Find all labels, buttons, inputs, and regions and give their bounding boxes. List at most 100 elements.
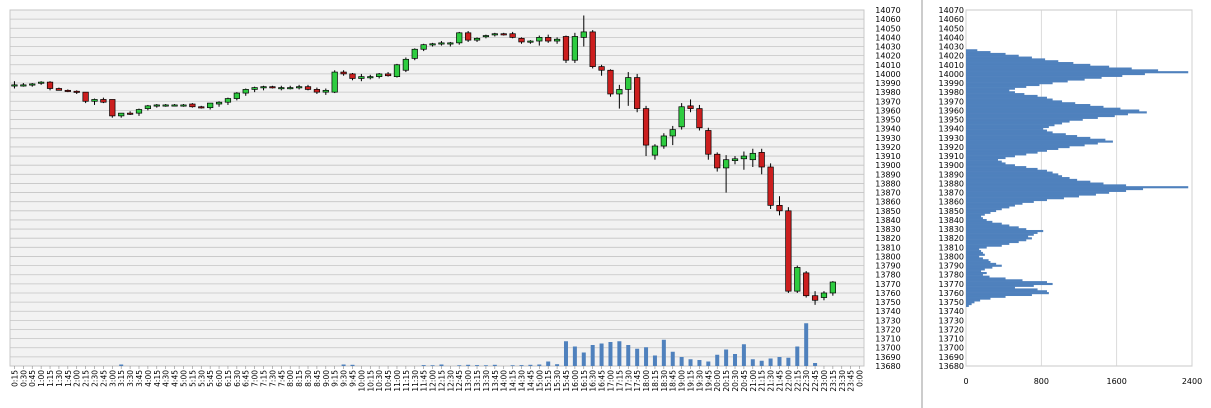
volume-bar: [590, 345, 595, 366]
profile-bar: [966, 167, 1038, 171]
volume-bar: [679, 357, 684, 366]
profile-volume-ticks: 0 800 1600 2400: [963, 377, 1202, 386]
profile-price-label: 13930: [939, 134, 964, 143]
candle-body-up: [482, 35, 490, 38]
candle: [527, 40, 534, 44]
price-tick-label: 13860: [875, 198, 900, 207]
candle-body-up: [278, 87, 285, 90]
time-tick-label: 10:30: [375, 370, 384, 392]
candle-body-down: [509, 33, 516, 38]
profile-bar: [966, 281, 1047, 284]
profile-bar: [966, 166, 1027, 169]
profile-bar: [966, 297, 991, 300]
candle-body-down: [776, 204, 783, 212]
volume-bar: [528, 364, 533, 366]
profile-bar: [966, 215, 982, 218]
profile-price-label: 14050: [939, 24, 964, 33]
profile-bar: [966, 65, 1110, 68]
time-tick-label: 9:00: [322, 370, 331, 387]
profile-bar: [966, 235, 1029, 238]
profile-price-label: 13680: [939, 362, 964, 371]
profile-bar: [966, 114, 1115, 118]
price-tick-label: 13890: [875, 170, 900, 179]
profile-price-label: 14030: [939, 43, 964, 52]
profile-bar: [966, 131, 1053, 134]
candle: [384, 72, 392, 77]
profile-bar: [966, 146, 1070, 149]
time-tick-label: 17:15: [615, 370, 624, 392]
profile-volume-label: 0: [963, 377, 968, 386]
price-tick-label: 13710: [875, 335, 900, 344]
price-tick-label: 13680: [875, 362, 900, 371]
profile-bar: [966, 94, 1038, 98]
time-tick-label: 19:15: [687, 370, 696, 392]
profile-bar: [966, 288, 1038, 291]
time-tick-label: 19:00: [678, 370, 687, 392]
candle: [429, 42, 436, 47]
time-tick-label: 15:15: [544, 370, 553, 392]
volume-bar: [813, 363, 818, 366]
candle-body-down: [687, 105, 694, 109]
candle-body-up: [553, 38, 561, 42]
time-tick-label: 19:30: [695, 370, 704, 392]
candle: [634, 73, 641, 113]
volume-bar: [466, 364, 471, 366]
profile-bar: [966, 83, 1040, 87]
candle-body-up: [660, 135, 667, 147]
candle: [465, 30, 472, 42]
profile-bar: [966, 293, 1032, 297]
profile-bar: [966, 177, 1070, 180]
profile-bar: [966, 257, 983, 260]
time-tick-label: 15:45: [562, 370, 571, 392]
candle-body-up: [215, 101, 223, 105]
candle: [456, 31, 463, 45]
candle: [545, 34, 552, 43]
candle: [616, 84, 623, 109]
candle-body-down: [189, 103, 196, 108]
candle: [687, 99, 694, 113]
candle-body-down: [598, 66, 605, 71]
candle-body-up: [358, 76, 365, 79]
profile-bar: [966, 268, 985, 271]
price-gridlines: [10, 9, 864, 367]
volume-bar: [430, 365, 435, 366]
price-tick-label: 13700: [875, 344, 900, 353]
time-tick-label: 17:30: [624, 370, 633, 392]
time-tick-label: 7:30: [268, 370, 277, 387]
profile-price-label: 13730: [939, 316, 964, 325]
time-tick-label: 10:45: [384, 370, 393, 392]
candle-body-up: [376, 73, 383, 77]
profile-price-label: 13840: [939, 216, 964, 225]
candle-body-up: [740, 155, 748, 160]
profile-bar: [966, 127, 1044, 130]
price-tick-label: 13900: [875, 161, 900, 170]
profile-price-label: 13920: [939, 143, 964, 152]
candle: [758, 148, 765, 175]
time-tick-label: 8:15: [295, 370, 304, 387]
profile-price-label: 13830: [939, 225, 964, 234]
profile-price-label: 13900: [939, 161, 964, 170]
candle: [349, 72, 356, 81]
candle: [29, 83, 36, 87]
candle: [598, 64, 605, 76]
candle-body-up: [20, 84, 27, 87]
candle-body-up: [296, 86, 303, 89]
profile-bar: [966, 155, 1015, 158]
time-tick-label: 5:00: [179, 370, 188, 387]
time-tick-label: 18:00: [642, 370, 651, 392]
candle: [91, 98, 98, 105]
time-tick-label: 9:30: [340, 370, 349, 387]
volume-bar: [439, 364, 444, 366]
candle: [651, 144, 659, 160]
time-tick-label: 18:45: [669, 370, 678, 392]
time-tick-label: 3:00: [108, 370, 117, 387]
candle-body-up: [447, 42, 454, 45]
profile-bar: [966, 286, 1015, 289]
volume-bar: [697, 360, 702, 366]
time-tick-label: 8:00: [286, 370, 295, 387]
time-tick-label: 23:15: [829, 370, 838, 392]
candle: [473, 37, 481, 42]
volume-bar: [555, 364, 560, 366]
candle-body-down: [126, 112, 134, 115]
time-tick-label: 13:45: [491, 370, 500, 392]
